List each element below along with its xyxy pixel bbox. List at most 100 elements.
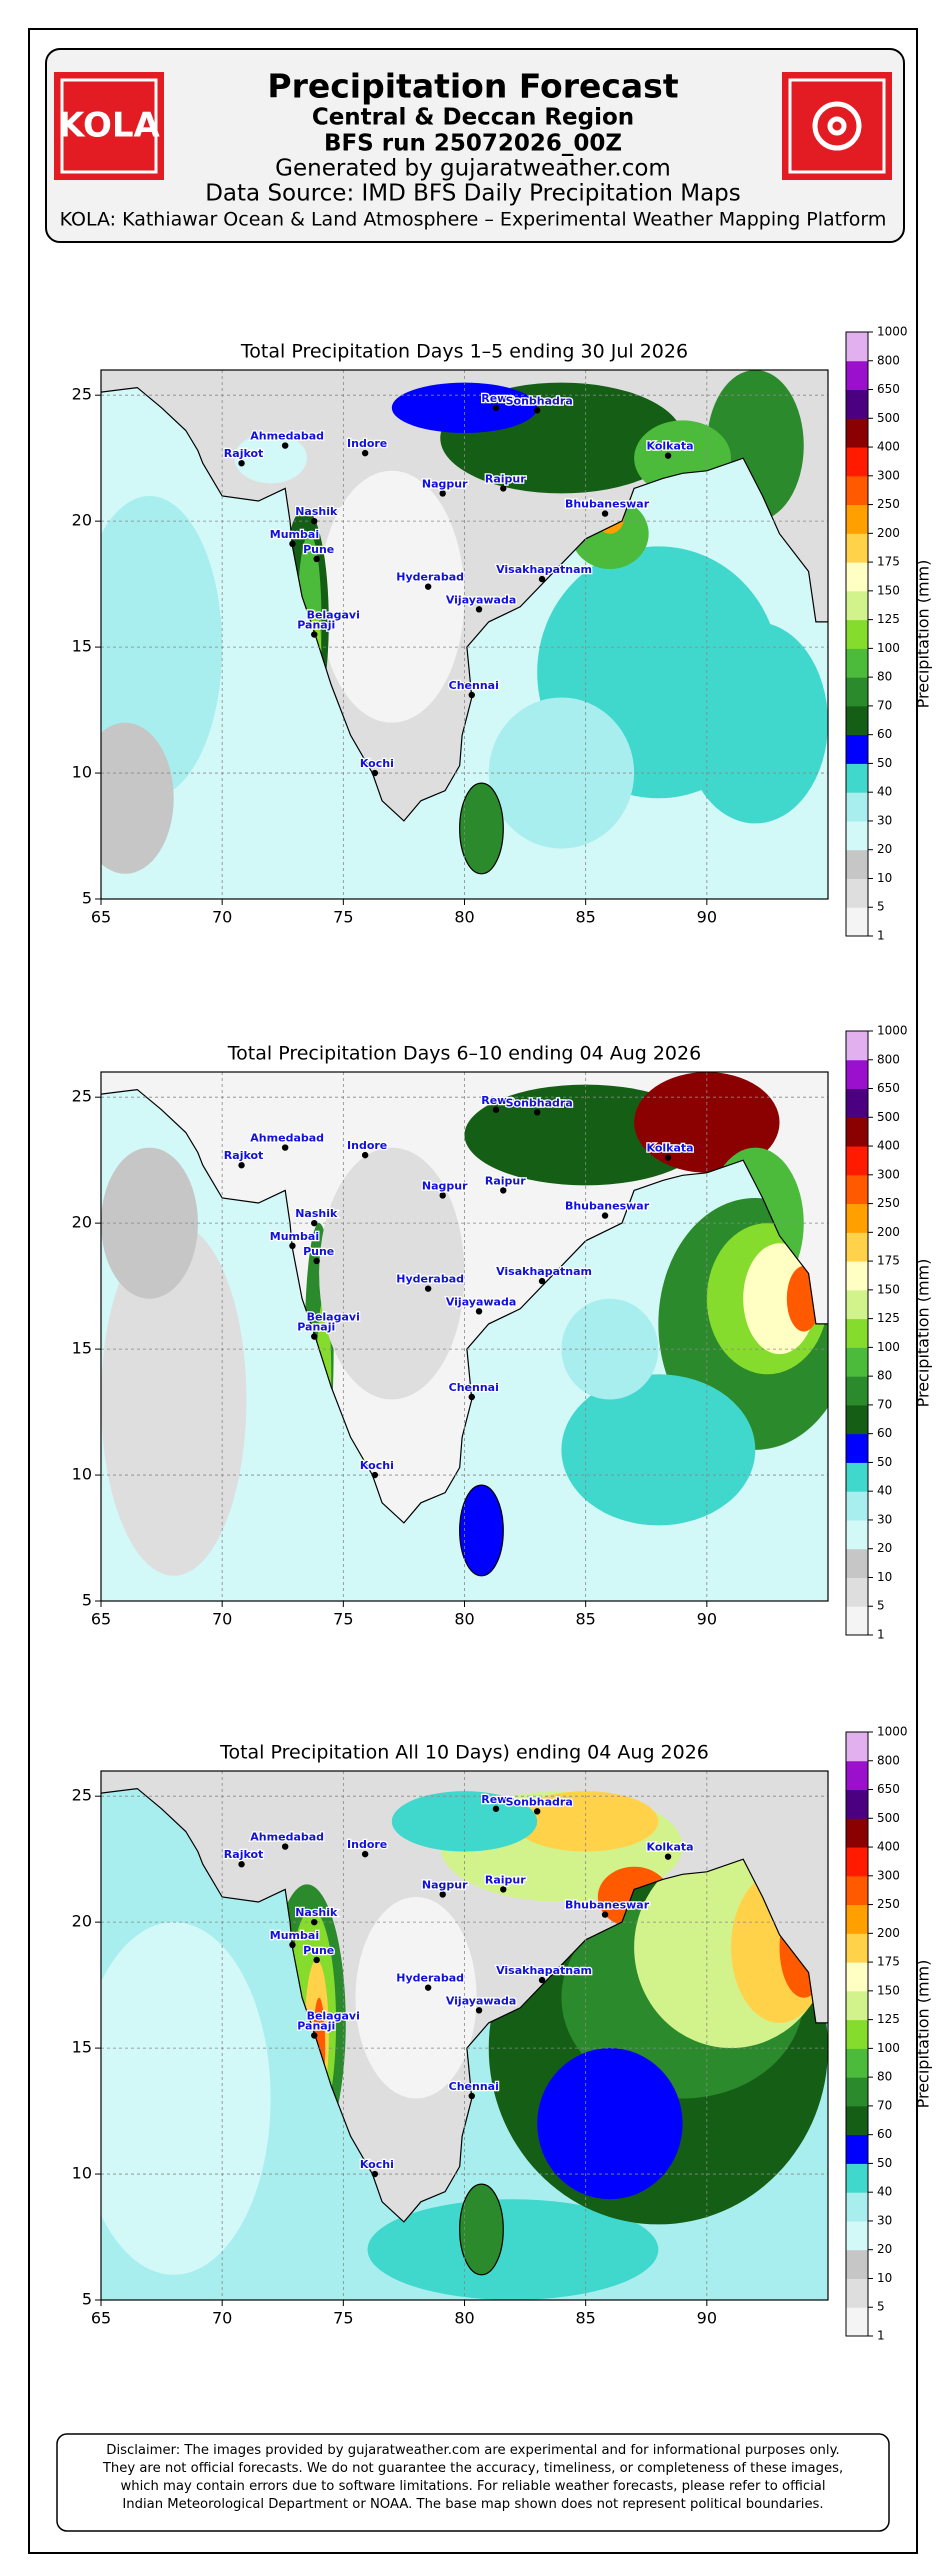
city-marker bbox=[311, 1219, 318, 1227]
colorbar-tick-label: 800 bbox=[877, 1052, 900, 1066]
colorbar-tick-label: 400 bbox=[877, 440, 900, 454]
city-label: Nashik bbox=[295, 1906, 338, 1919]
colorbar-segment bbox=[846, 1146, 868, 1176]
city-marker bbox=[439, 1192, 446, 1199]
y-tick-label: 10 bbox=[72, 1465, 92, 1484]
colorbar-tick-label: 30 bbox=[877, 1512, 892, 1526]
colorbar-segment bbox=[846, 1462, 868, 1492]
city-label: Rewa bbox=[481, 392, 515, 405]
colorbar-tick-label: 10 bbox=[877, 2271, 892, 2285]
city-label: Raipur bbox=[485, 1873, 526, 1886]
city-marker bbox=[468, 691, 475, 699]
header-title: Precipitation Forecast bbox=[267, 67, 678, 106]
city-label: Pune bbox=[303, 1944, 334, 1957]
city-label: Mumbai bbox=[270, 1929, 319, 1942]
city-label: Kolkata bbox=[647, 1841, 694, 1854]
city-marker bbox=[311, 1333, 318, 1340]
colorbar-tick-label: 200 bbox=[877, 1926, 900, 1940]
colorbar-segment bbox=[846, 1203, 868, 1233]
city-label: Indore bbox=[347, 1838, 387, 1851]
precip-area bbox=[101, 722, 174, 874]
x-tick-label: 70 bbox=[212, 1610, 232, 1629]
colorbar-tick-label: 60 bbox=[877, 727, 892, 741]
x-tick-label: 80 bbox=[454, 908, 474, 927]
colorbar-segment bbox=[846, 1990, 868, 2021]
colorbar-tick-label: 5 bbox=[877, 2300, 885, 2314]
colorbar-tick-label: 300 bbox=[877, 1167, 900, 1181]
precip-area bbox=[319, 1147, 465, 1400]
colorbar-segment bbox=[846, 820, 868, 851]
city-marker bbox=[328, 1323, 335, 1330]
precip-area bbox=[101, 1223, 247, 1576]
colorbar-segment bbox=[846, 2249, 868, 2279]
colorbar-segment bbox=[846, 1059, 868, 1090]
colorbar-segment bbox=[846, 2307, 868, 2337]
colorbar-tick-label: 500 bbox=[877, 1811, 900, 1825]
disclaimer-line: which may contain errors due to software… bbox=[120, 2479, 825, 2494]
colorbar-segment bbox=[846, 332, 868, 362]
city-marker bbox=[439, 1891, 446, 1898]
y-tick-label: 15 bbox=[72, 2038, 92, 2057]
city-marker bbox=[313, 1956, 320, 1964]
colorbar-tick-label: 30 bbox=[877, 2213, 892, 2227]
city-label: Belagavi bbox=[307, 2009, 360, 2022]
colorbar-label: Precipitation (mm) bbox=[914, 560, 933, 709]
land-field bbox=[101, 1072, 828, 1523]
colorbar-tick-label: 40 bbox=[877, 2185, 892, 2199]
map-panel: Total Precipitation Days 1–5 ending 30 J… bbox=[72, 325, 933, 943]
colorbar-label: Precipitation (mm) bbox=[914, 1960, 933, 2109]
colorbar-tick-label: 70 bbox=[877, 2098, 892, 2112]
y-tick-label: 25 bbox=[72, 385, 92, 404]
city-label: Ahmedabad bbox=[250, 1831, 324, 1844]
colorbar-tick-label: 150 bbox=[877, 583, 900, 597]
x-tick-label: 65 bbox=[91, 908, 111, 927]
colorbar-segment bbox=[846, 1904, 868, 1934]
city-marker bbox=[601, 1212, 609, 1219]
colorbar-segment bbox=[846, 562, 868, 592]
city-label: Hyderabad bbox=[396, 1273, 464, 1286]
colorbar-segment bbox=[846, 504, 868, 534]
x-tick-label: 90 bbox=[697, 2309, 717, 2328]
colorbar-tick-label: 650 bbox=[877, 382, 900, 396]
colorbar-segment bbox=[846, 1577, 868, 1607]
colorbar-segment bbox=[846, 1847, 868, 1877]
colorbar-segment bbox=[846, 2048, 868, 2078]
colorbar-tick-label: 400 bbox=[877, 1840, 900, 1854]
coastline bbox=[101, 386, 828, 822]
precip-field bbox=[101, 370, 828, 899]
city-label: Sonbhadra bbox=[506, 1795, 573, 1808]
city-marker bbox=[371, 2170, 379, 2178]
city-marker bbox=[468, 2092, 475, 2100]
colorbar-segment bbox=[846, 1289, 868, 1320]
city-marker bbox=[492, 1805, 500, 1812]
colorbar-tick-label: 10 bbox=[877, 871, 892, 885]
city-label: Sonbhadra bbox=[506, 1096, 573, 1109]
colorbar-segment bbox=[846, 475, 868, 506]
city-label: Chennai bbox=[449, 1381, 499, 1394]
city-label: Visakhapatnam bbox=[496, 563, 592, 576]
colorbar-frame bbox=[845, 331, 869, 937]
city-marker bbox=[500, 1886, 507, 1893]
header-source: Data Source: IMD BFS Daily Precipitation… bbox=[205, 181, 741, 207]
city-marker bbox=[311, 631, 318, 638]
colorbar-segment bbox=[846, 1789, 868, 1819]
city-marker bbox=[468, 1393, 475, 1401]
precip-area bbox=[101, 1922, 271, 2275]
colorbar-tick-label: 40 bbox=[877, 1484, 892, 1498]
swirl-icon bbox=[812, 101, 862, 151]
x-tick-label: 90 bbox=[697, 908, 717, 927]
colorbar-tick-label: 100 bbox=[877, 2041, 900, 2055]
colorbar-segment bbox=[846, 734, 868, 764]
colorbar-tick-label: 1000 bbox=[877, 1725, 908, 1739]
colorbar-tick-label: 100 bbox=[877, 641, 900, 655]
header-run: BFS run 25072026_00Z bbox=[324, 131, 622, 157]
colorbar-tick-label: 100 bbox=[877, 1340, 900, 1354]
city-marker bbox=[601, 1911, 609, 1918]
city-marker bbox=[289, 540, 296, 548]
city-label: Vijayawada bbox=[446, 593, 516, 606]
map-title: Total Precipitation Days 1–5 ending 30 J… bbox=[240, 341, 688, 363]
colorbar-tick-label: 175 bbox=[877, 1955, 900, 1969]
disclaimer-line: Disclaimer: The images provided by gujar… bbox=[106, 2443, 839, 2458]
